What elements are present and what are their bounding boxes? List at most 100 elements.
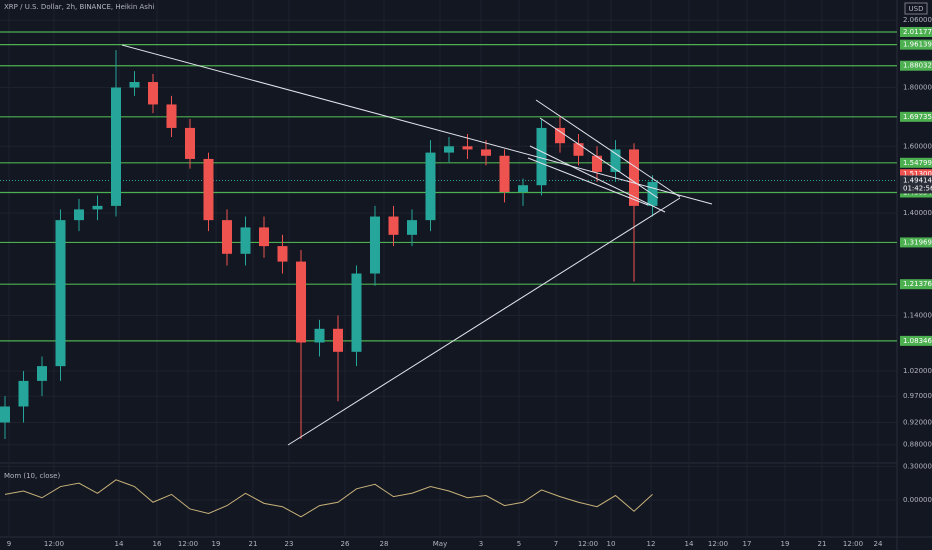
candle-body: [592, 155, 602, 172]
candle-body: [111, 87, 121, 206]
candle-body: [259, 227, 269, 247]
last-price-box: [900, 175, 932, 194]
chart-title: XRP / U.S. Dollar, 2h, BINANCE, Heikin A…: [4, 3, 154, 11]
candle-body: [166, 104, 177, 128]
x-tick-label: 12:00: [44, 540, 64, 548]
trendline: [121, 44, 713, 205]
indicator-name: Mom (10, close): [4, 472, 60, 480]
x-tick-label: 28: [380, 540, 389, 548]
x-tick-label: 12: [647, 540, 656, 548]
x-tick-label: 12:00: [708, 540, 728, 548]
price-axis: 2.06000000 1.80000000 1.60000000 1.40000000…: [900, 16, 932, 504]
candle-body: [481, 149, 491, 156]
x-tick-label: 12:00: [843, 540, 863, 548]
candle-body: [18, 380, 29, 407]
candle-body: [55, 220, 66, 367]
indicator-tick-label: 0.00000000: [903, 496, 932, 504]
level-label: 1.96139516: [903, 41, 932, 49]
candle-body: [74, 209, 84, 221]
level-label-box: [900, 39, 932, 50]
levels: [0, 31, 897, 342]
candle-body: [573, 143, 584, 156]
y-tick-label: 1.40000000: [903, 209, 932, 217]
candle-body: [388, 216, 399, 235]
trendlines: [121, 44, 713, 446]
trendline: [539, 117, 659, 199]
x-tick-label: 10: [607, 540, 616, 548]
candle-body: [462, 146, 473, 150]
x-tick-label: 26: [341, 540, 350, 548]
candle-body: [351, 273, 362, 352]
trendline: [527, 157, 649, 206]
x-tick-label: 19: [212, 540, 221, 548]
x-tick-label: 19: [781, 540, 790, 548]
candle-body: [203, 158, 214, 221]
candle-body: [148, 82, 158, 105]
y-tick-label: 1.80000000: [903, 84, 932, 92]
x-tick-label: 24: [874, 540, 883, 548]
candle-body: [277, 246, 288, 262]
level-label-box: [900, 111, 932, 122]
x-tick-label: 9: [7, 540, 11, 548]
x-tick-label: 23: [285, 540, 294, 548]
candle-body: [92, 205, 103, 210]
candle-body: [37, 366, 47, 381]
candle-body: [425, 152, 436, 221]
x-tick-label: 3: [479, 540, 483, 548]
level-label-box: [900, 335, 932, 346]
candle-body: [536, 127, 547, 186]
momentum-line: [4, 479, 653, 518]
candle-body: [555, 127, 565, 144]
candle-body: [407, 220, 417, 235]
level-label: 1.88032887: [903, 62, 932, 70]
candle-body: [333, 328, 343, 352]
last-price-label: 1.49414086: [903, 176, 932, 184]
candle-body: [499, 155, 510, 193]
level-label-box: [900, 279, 932, 290]
x-tick-label: 12:00: [178, 540, 198, 548]
y-tick-label: 0.88000000: [903, 441, 932, 449]
candle-body: [444, 146, 454, 153]
candle-body: [240, 227, 251, 254]
y-tick-label: 1.60000000: [903, 142, 932, 150]
level-label: 1.69735387: [903, 113, 932, 121]
x-tick-label: 14: [685, 540, 694, 548]
x-tick-label: 21: [818, 540, 827, 548]
x-tick-label: 16: [153, 540, 162, 548]
level-label: 1.54799725: [903, 159, 932, 167]
candle-body: [0, 406, 10, 423]
y-tick-label: 1.02000000: [903, 367, 932, 375]
currency-box: [904, 2, 928, 15]
x-tick-label: 7: [554, 540, 558, 548]
countdown: 01:42:56: [903, 184, 932, 192]
y-tick-label: 0.92000000: [903, 419, 932, 427]
marker-price-label: 1.51300213: [903, 170, 932, 178]
candle-body: [518, 185, 528, 193]
trendline: [535, 99, 681, 198]
indicator-tick-label: 0.30000000: [903, 462, 932, 470]
currency: USD: [909, 5, 924, 13]
y-tick-label: 1.14000000: [903, 311, 932, 319]
level-label: 1.31969975: [903, 238, 932, 246]
x-tick-label: 17: [743, 540, 752, 548]
marker-price-box: [900, 169, 932, 180]
candle-body: [610, 149, 621, 172]
trendline: [529, 145, 666, 213]
y-tick-label: 2.06000000: [903, 16, 932, 24]
x-tick-label: 21: [249, 540, 258, 548]
x-tick-label: May: [433, 540, 447, 548]
candle-body: [314, 328, 325, 343]
grid: [0, 0, 897, 537]
candle-body: [222, 220, 232, 254]
trendline: [287, 197, 681, 446]
level-label-box: [900, 60, 932, 71]
candle-body: [370, 216, 380, 274]
x-tick-label: 5: [517, 540, 521, 548]
level-label-box: [900, 27, 932, 38]
level-label-box: [900, 237, 932, 248]
x-tick-label: 12:00: [578, 540, 598, 548]
level-label: 1.08346630: [903, 337, 932, 345]
y-tick-label: 0.97000000: [903, 392, 932, 400]
